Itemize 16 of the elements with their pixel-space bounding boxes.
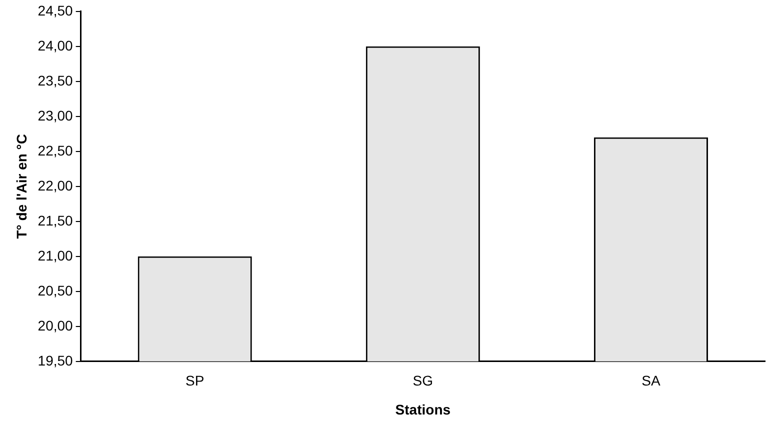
- y-tick-label: 20,50: [38, 282, 74, 298]
- y-tick-label: 23,00: [38, 107, 74, 124]
- y-tick-label: 21,00: [38, 247, 74, 264]
- x-axis-title: Stations: [395, 401, 451, 418]
- y-tick-label: 19,50: [38, 352, 74, 368]
- y-tick-label: 24,00: [38, 37, 74, 54]
- y-tick-label: 22,50: [38, 142, 74, 158]
- y-tick-label: 23,50: [38, 72, 74, 88]
- y-tick-label: 21,50: [38, 212, 74, 228]
- x-tick-label: SG: [412, 372, 434, 389]
- y-tick-label: 24,50: [38, 2, 74, 18]
- y-axis-title: T° de l'Air en °C: [13, 134, 30, 239]
- x-tick-label: SP: [186, 372, 204, 389]
- y-tick-label: 20,00: [38, 317, 74, 334]
- x-tick-label: SA: [642, 372, 661, 389]
- y-tick-label: 22,00: [38, 177, 74, 194]
